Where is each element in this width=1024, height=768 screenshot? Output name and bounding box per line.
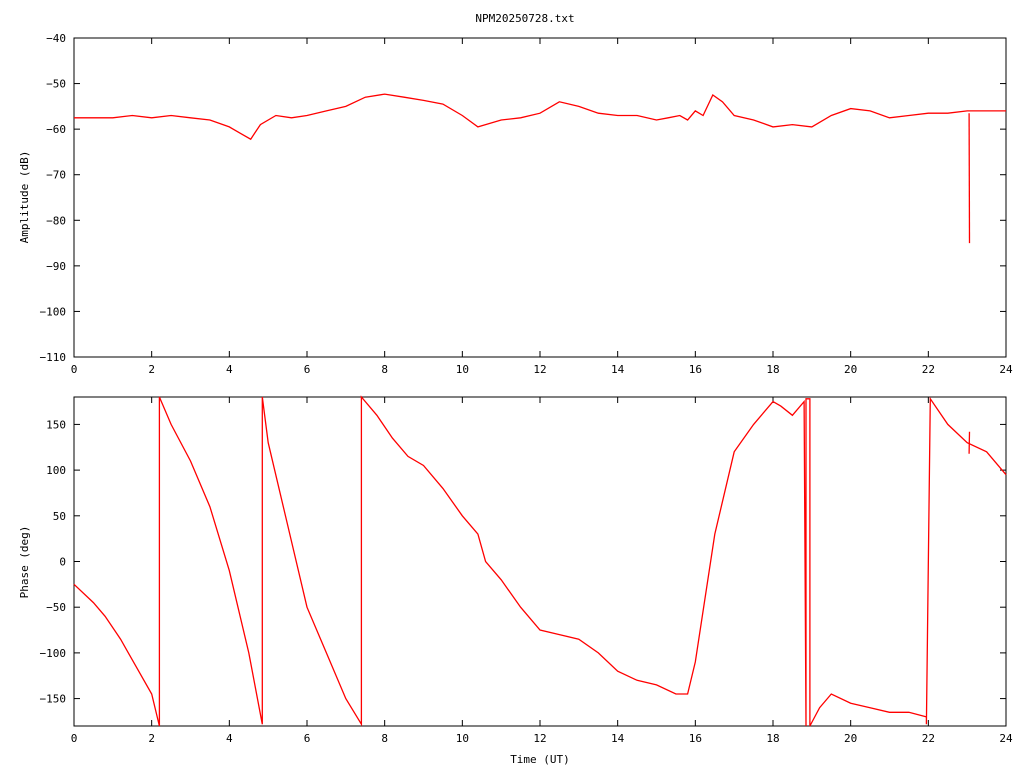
x-tick-label: 4 <box>226 732 233 745</box>
x-tick-label: 2 <box>148 363 155 376</box>
x-tick-label: 12 <box>533 363 546 376</box>
x-tick-label: 10 <box>456 363 469 376</box>
x-tick-label: 18 <box>766 732 779 745</box>
x-tick-label: 14 <box>611 363 625 376</box>
x-tick-label: 8 <box>381 732 388 745</box>
x-tick-label: 20 <box>844 363 857 376</box>
x-tick-label: 10 <box>456 732 469 745</box>
x-tick-label: 12 <box>533 732 546 745</box>
y-axis-label: Amplitude (dB) <box>18 151 31 244</box>
x-tick-label: 8 <box>381 363 388 376</box>
y-tick-label: −80 <box>46 214 66 227</box>
y-tick-label: −40 <box>46 32 66 45</box>
x-tick-label: 6 <box>304 732 311 745</box>
y-tick-label: −100 <box>40 305 67 318</box>
y-tick-label: −60 <box>46 123 66 136</box>
series-line-1-0 <box>73 395 1007 727</box>
x-tick-label: 24 <box>999 363 1013 376</box>
y-axis-label: Phase (deg) <box>18 526 31 599</box>
y-tick-label: −150 <box>40 693 67 706</box>
x-axis-label: Time (UT) <box>510 753 570 766</box>
x-tick-label: 14 <box>611 732 625 745</box>
x-tick-label: 18 <box>766 363 779 376</box>
chart-title: NPM20250728.txt <box>475 12 574 25</box>
series-line-0-0 <box>74 93 1006 141</box>
x-tick-label: 22 <box>922 732 935 745</box>
plot-frame-1 <box>73 396 1007 727</box>
x-tick-label: 2 <box>148 732 155 745</box>
x-tick-label: 20 <box>844 732 857 745</box>
plot-frame-0 <box>73 37 1007 358</box>
y-tick-label: −90 <box>46 260 66 273</box>
x-tick-label: 0 <box>71 363 78 376</box>
y-tick-label: −110 <box>40 351 67 364</box>
y-tick-label: 0 <box>59 556 66 569</box>
y-tick-label: −70 <box>46 169 66 182</box>
x-tick-label: 0 <box>71 732 78 745</box>
y-tick-label: 50 <box>53 510 66 523</box>
x-tick-label: 16 <box>689 732 702 745</box>
y-tick-label: −50 <box>46 78 66 91</box>
y-tick-label: −50 <box>46 601 66 614</box>
y-tick-label: −100 <box>40 647 67 660</box>
y-tick-label: 150 <box>46 418 66 431</box>
x-tick-label: 16 <box>689 363 702 376</box>
y-tick-label: 100 <box>46 464 66 477</box>
x-tick-label: 22 <box>922 363 935 376</box>
x-tick-label: 4 <box>226 363 233 376</box>
x-tick-label: 24 <box>999 732 1013 745</box>
x-tick-label: 6 <box>304 363 311 376</box>
